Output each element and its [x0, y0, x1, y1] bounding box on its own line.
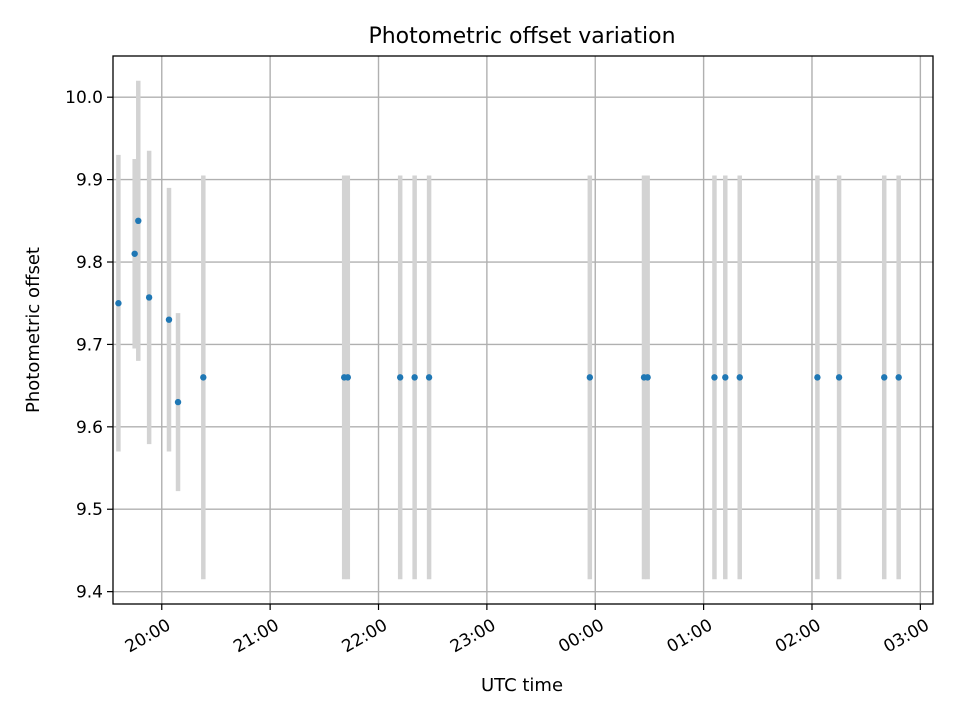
data-point — [131, 250, 138, 257]
y-tick-label: 9.8 — [76, 253, 103, 273]
chart-title: Photometric offset variation — [368, 24, 675, 49]
data-point — [881, 374, 888, 381]
x-tick-label: 22:00 — [339, 615, 391, 657]
data-point — [736, 374, 743, 381]
data-point — [200, 374, 207, 381]
data-point — [115, 300, 122, 307]
data-point — [411, 374, 418, 381]
data-point — [174, 398, 182, 406]
data-point — [165, 316, 173, 323]
data-point — [145, 294, 153, 301]
data-point — [344, 374, 352, 381]
y-axis-label: Photometric offset — [23, 247, 44, 413]
x-tick-label: 20:00 — [122, 615, 174, 657]
y-axis-ticks: 9.4 9.5 9.6 9.7 9.8 9.9 10.0 — [65, 88, 113, 603]
y-tick-label: 9.6 — [76, 418, 103, 438]
data-point — [396, 374, 404, 381]
x-tick-label: 01:00 — [664, 615, 716, 657]
x-tick-label: 02:00 — [772, 615, 824, 657]
data-point — [835, 374, 843, 381]
x-tick-label: 21:00 — [230, 615, 282, 657]
y-tick-label: 9.4 — [76, 583, 103, 603]
data-point — [711, 374, 718, 381]
data-point — [814, 374, 821, 381]
plot-frame — [112, 55, 934, 605]
x-axis-ticks: 20:00 21:00 22:00 23:00 00:00 01:00 02:00 03:00 — [122, 604, 933, 657]
data-point — [425, 374, 433, 381]
x-tick-label: 23:00 — [447, 615, 499, 657]
data-point — [644, 374, 651, 381]
data-point — [135, 217, 142, 225]
y-tick-label: 9.9 — [76, 171, 103, 191]
data-point — [895, 374, 902, 381]
grid-layer — [113, 56, 933, 604]
data-point-layer — [115, 217, 902, 406]
y-tick-label: 10.0 — [65, 88, 103, 108]
x-axis-label: UTC time — [481, 675, 563, 696]
data-point — [722, 374, 729, 381]
x-tick-label: 03:00 — [880, 615, 932, 657]
x-tick-label: 00:00 — [555, 615, 607, 657]
y-tick-label: 9.7 — [76, 335, 103, 355]
y-tick-label: 9.5 — [76, 500, 103, 520]
data-point — [586, 374, 594, 381]
error-bar-layer — [116, 80, 901, 580]
